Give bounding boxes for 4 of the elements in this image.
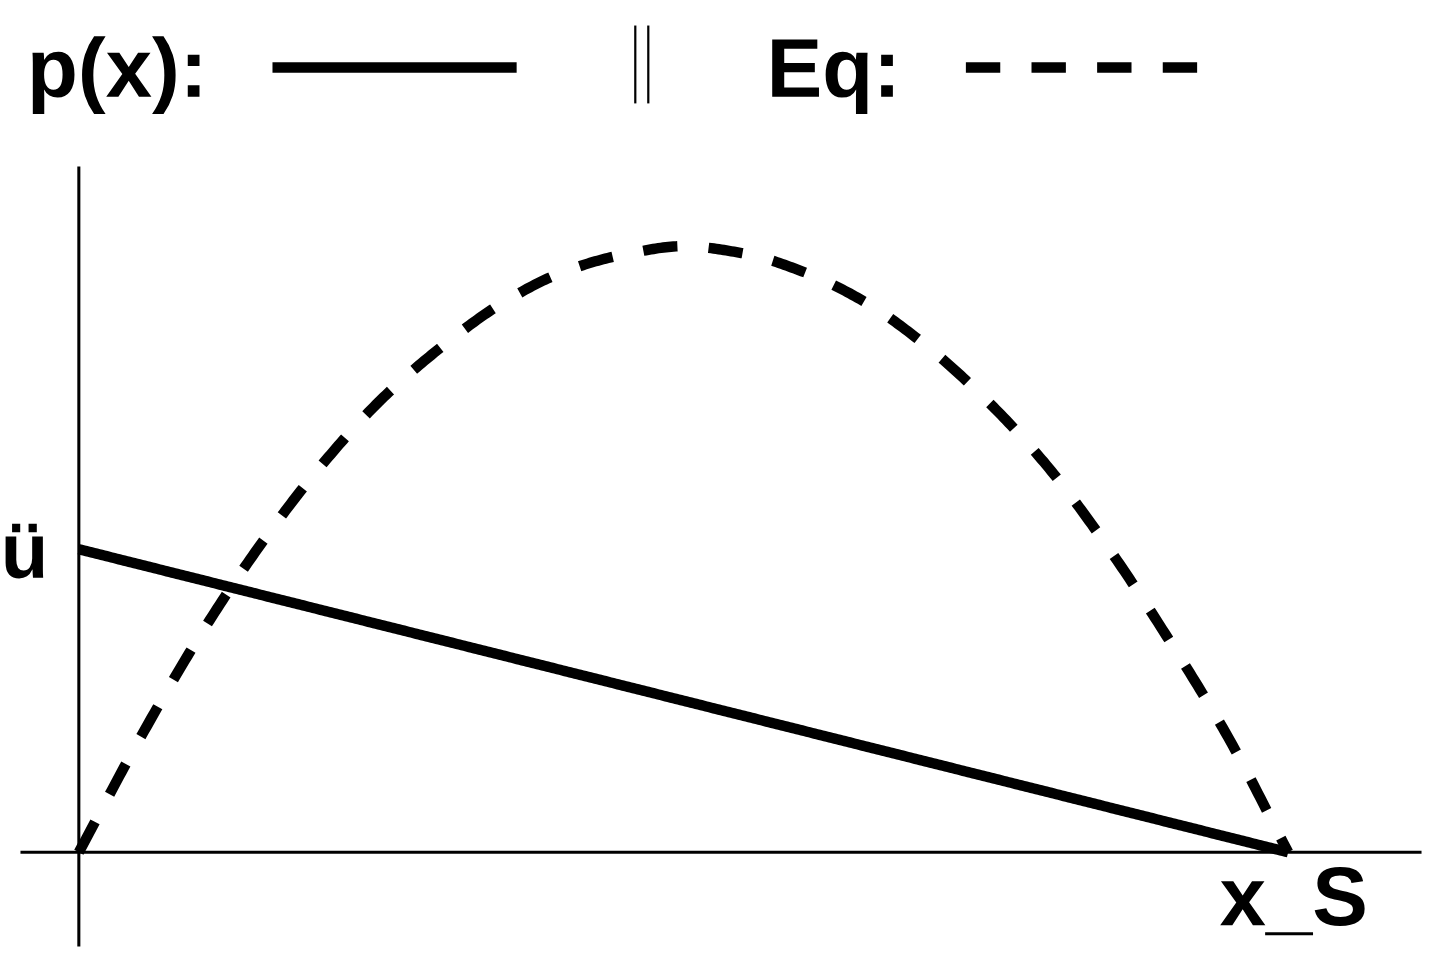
legend-label: Eq:: [772, 39, 893, 114]
text: x_S: [1220, 866, 1365, 936]
legend-label: p(x):: [32, 36, 200, 114]
text: ü: [5, 523, 44, 579]
